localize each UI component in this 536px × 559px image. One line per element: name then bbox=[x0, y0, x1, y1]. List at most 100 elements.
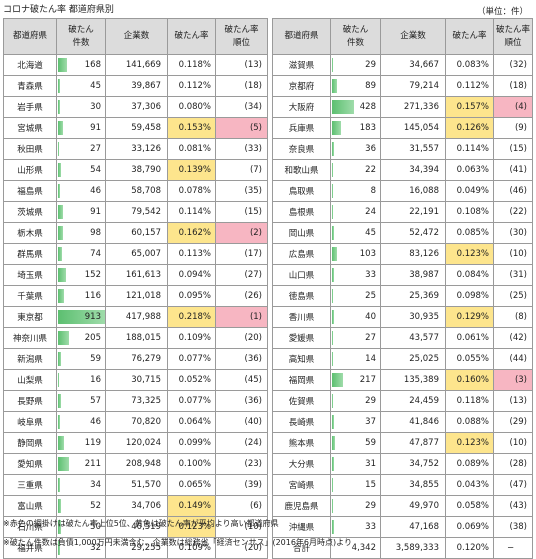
count-databar bbox=[58, 247, 62, 261]
company-count-cell: 70,820 bbox=[105, 411, 168, 433]
bankruptcy-rate-cell: 0.218% bbox=[167, 306, 216, 328]
count-value: 119 bbox=[84, 438, 101, 448]
table-row: 滋賀県 29 34,667 0.083% (32) bbox=[272, 54, 533, 76]
company-count-cell: 73,325 bbox=[105, 390, 168, 412]
bankruptcy-rate-cell: 0.112% bbox=[167, 75, 216, 97]
count-databar bbox=[58, 58, 67, 72]
bankruptcy-count-cell: 15 bbox=[330, 474, 381, 496]
count-value: 36 bbox=[365, 144, 376, 154]
company-count-cell: 34,855 bbox=[380, 474, 446, 496]
count-value: 24 bbox=[365, 207, 376, 217]
rate-rank-cell: (25) bbox=[493, 285, 533, 307]
bankruptcy-rate-cell: 0.123% bbox=[167, 516, 216, 538]
company-count-cell: 83,126 bbox=[380, 243, 446, 265]
table-row: 愛媛県 27 43,577 0.061% (42) bbox=[272, 327, 533, 349]
company-count-cell: 34,752 bbox=[380, 453, 446, 475]
company-count-cell: 16,088 bbox=[380, 180, 446, 202]
count-value: 34 bbox=[90, 480, 101, 490]
total-companies: 3,589,333 bbox=[380, 537, 446, 559]
rate-rank-cell: (44) bbox=[493, 348, 533, 370]
rate-rank-cell: (3) bbox=[493, 369, 533, 391]
rate-rank-cell: (8) bbox=[493, 306, 533, 328]
table-row: 島根県 24 22,191 0.108% (22) bbox=[272, 201, 533, 223]
prefecture-cell: 茨城県 bbox=[3, 201, 57, 223]
rate-rank-cell: (15) bbox=[493, 138, 533, 160]
count-databar bbox=[332, 58, 333, 72]
bankruptcy-count-cell: 36 bbox=[330, 138, 381, 160]
prefecture-cell: 熊本県 bbox=[272, 432, 331, 454]
count-value: 22 bbox=[365, 165, 376, 175]
count-databar bbox=[332, 226, 334, 240]
count-databar bbox=[332, 457, 334, 471]
header-count: 破たん 件数 bbox=[56, 18, 106, 55]
bankruptcy-rate-cell: 0.109% bbox=[167, 327, 216, 349]
company-count-cell: 417,988 bbox=[105, 306, 168, 328]
header-count-line1: 破たん bbox=[68, 24, 94, 35]
table-row: 和歌山県 22 34,394 0.063% (41) bbox=[272, 159, 533, 181]
table-row: 神奈川県 205 188,015 0.109% (20) bbox=[3, 327, 268, 349]
table-row: 鹿児島県 29 49,970 0.058% (43) bbox=[272, 495, 533, 517]
table-row: 秋田県 27 33,126 0.081% (33) bbox=[3, 138, 268, 160]
count-value: 913 bbox=[84, 312, 101, 322]
bankruptcy-rate-cell: 0.094% bbox=[167, 264, 216, 286]
count-databar bbox=[332, 436, 335, 450]
left-header-row: 都道府県 破たん 件数 企業数 破たん率 破たん率 順位 bbox=[3, 18, 268, 55]
bankruptcy-rate-cell: 0.114% bbox=[167, 201, 216, 223]
count-databar bbox=[332, 163, 333, 177]
bankruptcy-rate-cell: 0.108% bbox=[445, 201, 494, 223]
table-row: 石川県 50 40,519 0.123% (10) bbox=[3, 516, 268, 538]
prefecture-cell: 新潟県 bbox=[3, 348, 57, 370]
table-row: 栃木県 98 60,157 0.162% (2) bbox=[3, 222, 268, 244]
count-value: 46 bbox=[90, 186, 101, 196]
bankruptcy-count-cell: 59 bbox=[56, 348, 106, 370]
bankruptcy-count-cell: 30 bbox=[56, 96, 106, 118]
table-row: 山梨県 16 30,715 0.052% (45) bbox=[3, 369, 268, 391]
table-row: 群馬県 74 65,007 0.113% (17) bbox=[3, 243, 268, 265]
count-value: 211 bbox=[84, 459, 101, 469]
header-companies: 企業数 bbox=[105, 18, 168, 55]
bankruptcy-rate-cell: 0.064% bbox=[167, 411, 216, 433]
company-count-cell: 76,279 bbox=[105, 348, 168, 370]
bankruptcy-count-cell: 16 bbox=[56, 369, 106, 391]
prefecture-cell: 神奈川県 bbox=[3, 327, 57, 349]
rate-rank-cell: (5) bbox=[215, 117, 268, 139]
prefecture-cell: 静岡県 bbox=[3, 432, 57, 454]
header-count-line2: 件数 bbox=[72, 37, 90, 48]
count-databar bbox=[58, 184, 60, 198]
bankruptcy-count-cell: 29 bbox=[330, 390, 381, 412]
bankruptcy-count-cell: 119 bbox=[56, 432, 106, 454]
count-value: 50 bbox=[90, 522, 101, 532]
count-value: 59 bbox=[365, 438, 376, 448]
company-count-cell: 59,458 bbox=[105, 117, 168, 139]
right-table: 都道府県 破たん 件数 企業数 破たん率 破たん率 順位 滋賀県 29 34,667 0.… bbox=[272, 18, 533, 559]
prefecture-cell: 佐賀県 bbox=[272, 390, 331, 412]
rate-rank-cell: (36) bbox=[215, 348, 268, 370]
bankruptcy-rate-cell: 0.113% bbox=[167, 243, 216, 265]
count-databar bbox=[332, 142, 334, 156]
note-highlight: ※赤色の網掛けは破たん率上位5位、黄色は破たん率が平均より高い都道府県 bbox=[3, 519, 279, 528]
count-value: 103 bbox=[359, 249, 376, 259]
count-databar bbox=[58, 142, 59, 156]
company-count-cell: 24,459 bbox=[380, 390, 446, 412]
count-value: 205 bbox=[84, 333, 101, 343]
prefecture-cell: 鳥取県 bbox=[272, 180, 331, 202]
prefecture-cell: 徳島県 bbox=[272, 285, 331, 307]
count-value: 16 bbox=[90, 375, 101, 385]
rate-rank-cell: (39) bbox=[215, 474, 268, 496]
company-count-cell: 34,706 bbox=[105, 495, 168, 517]
table-row: 静岡県 119 120,024 0.099% (24) bbox=[3, 432, 268, 454]
prefecture-cell: 宮崎県 bbox=[272, 474, 331, 496]
company-count-cell: 79,542 bbox=[105, 201, 168, 223]
rate-rank-cell: (2) bbox=[215, 222, 268, 244]
header-rank-line1: 破たん率 bbox=[224, 24, 259, 35]
bankruptcy-rate-cell: 0.089% bbox=[445, 453, 494, 475]
bankruptcy-rate-cell: 0.098% bbox=[445, 285, 494, 307]
bankruptcy-rate-cell: 0.085% bbox=[445, 222, 494, 244]
prefecture-cell: 岡山県 bbox=[272, 222, 331, 244]
company-count-cell: 208,948 bbox=[105, 453, 168, 475]
count-databar bbox=[332, 247, 337, 261]
company-count-cell: 60,157 bbox=[105, 222, 168, 244]
header-rank-line2: 順位 bbox=[232, 37, 250, 48]
count-databar bbox=[58, 289, 64, 303]
prefecture-cell: 愛媛県 bbox=[272, 327, 331, 349]
